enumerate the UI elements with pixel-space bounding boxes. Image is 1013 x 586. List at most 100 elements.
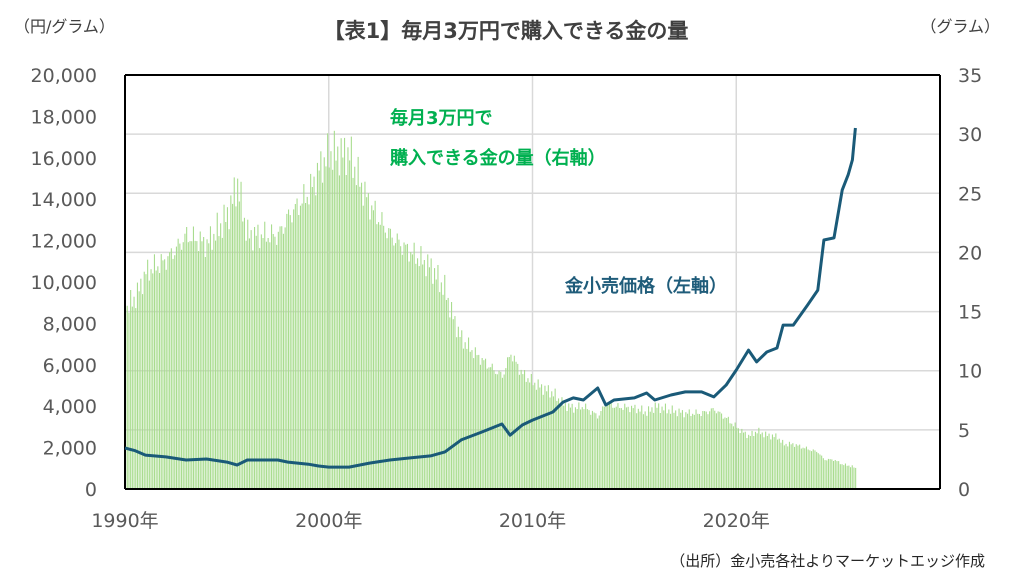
gram-bar [474, 347, 476, 489]
gram-bar [189, 241, 191, 489]
gram-bar [663, 410, 665, 489]
gram-bar [335, 160, 337, 489]
gram-bar [782, 439, 784, 489]
gram-bar [342, 157, 344, 489]
gram-bar [822, 458, 824, 489]
gram-bar [695, 409, 697, 489]
gram-bar [157, 266, 159, 489]
gram-bar [598, 415, 600, 489]
gram-bar [544, 385, 546, 489]
gram-bar [785, 443, 787, 489]
gram-bar [534, 382, 536, 489]
gram-bar [802, 447, 804, 489]
gram-bar [530, 374, 532, 489]
gram-bar [546, 391, 548, 489]
gram-bar [853, 467, 855, 489]
gram-bar [281, 226, 283, 489]
gram-bar [726, 418, 728, 489]
gram-bar [133, 296, 135, 489]
gram-bar [384, 232, 386, 489]
gram-bar [673, 412, 675, 489]
gram-bar [783, 445, 785, 489]
gram-bar [707, 414, 709, 489]
gram-bar [337, 146, 339, 489]
gram-bar [447, 297, 449, 489]
gram-bar [305, 203, 307, 489]
gram-bar [413, 242, 415, 489]
gram-bar [267, 238, 269, 489]
gram-bar [508, 357, 510, 489]
gram-bar [381, 212, 383, 489]
gram-bar [284, 227, 286, 489]
gram-bar [260, 234, 262, 489]
gram-bar [245, 240, 247, 489]
gram-bar [632, 408, 634, 489]
gram-bar [644, 411, 646, 489]
gram-bar [634, 404, 636, 489]
gram-bar [232, 203, 234, 489]
gram-bar [743, 432, 745, 489]
gram-bar [318, 170, 320, 489]
gram-bar [430, 258, 432, 489]
gram-bar [704, 411, 706, 489]
gram-bar [152, 273, 154, 489]
gram-bar [225, 222, 227, 489]
gram-bar [610, 402, 612, 489]
gram-bar [213, 233, 215, 489]
gram-bar [512, 361, 514, 489]
gram-bar [627, 406, 629, 489]
gram-bar [612, 407, 614, 489]
gram-bar [476, 355, 478, 489]
gram-bar [529, 382, 531, 489]
bars-annotation-line1: 毎月3万円で [390, 107, 493, 129]
gram-bar [602, 406, 604, 489]
gram-bar [811, 451, 813, 489]
gram-bar [513, 355, 515, 489]
gram-bar [451, 302, 453, 489]
gram-bar [364, 181, 366, 489]
right-tick-label: 0 [958, 479, 970, 501]
gram-bar [569, 407, 571, 489]
gram-bar [403, 242, 405, 489]
gram-bar [841, 464, 843, 489]
gram-bar [637, 408, 639, 489]
gram-bar [556, 400, 558, 489]
gram-bar [710, 408, 712, 489]
gram-bar [843, 465, 845, 489]
right-axis-unit: （グラム） [920, 17, 1000, 36]
gram-bar [724, 417, 726, 489]
gram-bar [165, 269, 167, 489]
gram-bar [827, 458, 829, 489]
gram-bar [369, 219, 371, 489]
gram-bar [500, 371, 502, 489]
gram-bar [427, 254, 429, 489]
left-tick-label: 12,000 [31, 231, 97, 253]
gram-bar [566, 411, 568, 489]
gram-bar [240, 181, 242, 490]
gram-bar [276, 244, 278, 489]
gram-bar [218, 236, 220, 489]
gram-bar [795, 444, 797, 489]
gram-bar [316, 162, 318, 489]
gram-bar [435, 279, 437, 489]
gram-bar [172, 258, 174, 489]
gram-bar [243, 217, 245, 490]
gram-bar [629, 412, 631, 489]
gram-bar [177, 238, 179, 489]
gram-bar [765, 431, 767, 489]
gram-bar [272, 234, 274, 489]
gram-bar [192, 226, 194, 489]
gram-bar [705, 411, 707, 489]
gram-bar [717, 411, 719, 489]
gram-bar [142, 294, 144, 489]
gram-bar [274, 236, 276, 489]
gram-bar [495, 373, 497, 489]
gram-bar [265, 241, 267, 489]
right-tick-label: 10 [958, 361, 982, 383]
gram-bar [271, 224, 273, 489]
gram-bar [445, 300, 447, 489]
gram-bar [778, 438, 780, 489]
gram-bar [732, 426, 734, 489]
gram-bar [485, 358, 487, 489]
gram-bar [838, 461, 840, 489]
